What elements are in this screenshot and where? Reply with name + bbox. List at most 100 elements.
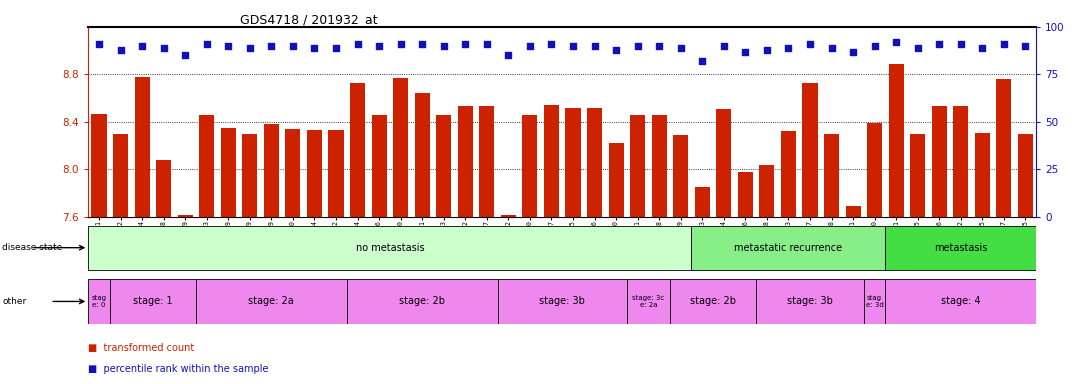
Bar (196, 279, 346, 324)
Point (456, 41, 473, 47)
Bar (674, 135, 689, 384)
Bar (781, 131, 796, 384)
Bar (178, 215, 193, 384)
Bar (631, 115, 646, 384)
Bar (717, 109, 732, 384)
Point (155, 45, 172, 51)
Point (909, 45, 926, 51)
Point (716, 43, 733, 49)
Point (176, 52, 194, 58)
Bar (627, 279, 670, 324)
Point (413, 41, 430, 47)
Bar (134, 77, 150, 384)
Bar (113, 134, 128, 384)
Bar (371, 115, 386, 384)
Point (694, 58, 711, 64)
Bar (886, 225, 1036, 270)
Bar (479, 106, 494, 384)
Bar (864, 279, 886, 324)
Text: stage: 3b: stage: 3b (787, 296, 833, 306)
Text: ■  transformed count: ■ transformed count (88, 343, 195, 353)
Bar (996, 79, 1011, 384)
Point (478, 41, 495, 47)
Bar (522, 115, 537, 384)
Bar (264, 124, 279, 384)
Bar (88, 225, 692, 270)
Point (780, 45, 797, 51)
Bar (738, 172, 753, 384)
Bar (88, 279, 110, 324)
Bar (803, 83, 818, 384)
Text: stag
e: 3d: stag e: 3d (866, 295, 883, 308)
Point (133, 43, 151, 49)
Bar (953, 106, 968, 384)
Text: stag
e: 0: stag e: 0 (91, 295, 107, 308)
Point (327, 45, 344, 51)
Text: disease state: disease state (2, 243, 62, 252)
Text: no metastasis: no metastasis (355, 243, 424, 253)
Text: stage: 2b: stage: 2b (399, 296, 445, 306)
Point (220, 43, 237, 49)
Point (888, 39, 905, 45)
Point (499, 52, 516, 58)
Bar (670, 279, 756, 324)
Bar (350, 83, 365, 384)
Point (349, 41, 366, 47)
Text: ■  percentile rank within the sample: ■ percentile rank within the sample (88, 364, 269, 374)
Bar (975, 132, 990, 384)
Point (608, 46, 625, 53)
Text: stage: 3c
e: 2a: stage: 3c e: 2a (633, 295, 665, 308)
Point (392, 41, 409, 47)
Bar (587, 108, 603, 384)
Bar (609, 143, 624, 384)
Bar (346, 279, 497, 324)
Text: metastasis: metastasis (934, 243, 988, 253)
Bar (436, 115, 451, 384)
Text: stage: 2b: stage: 2b (690, 296, 736, 306)
Text: stage: 4: stage: 4 (942, 296, 980, 306)
Text: stage: 1: stage: 1 (133, 296, 172, 306)
Point (521, 43, 538, 49)
Point (974, 45, 991, 51)
Point (759, 46, 776, 53)
Bar (199, 115, 214, 384)
Bar (846, 206, 861, 384)
Point (629, 43, 647, 49)
Bar (566, 108, 581, 384)
Bar (760, 165, 775, 384)
Point (931, 41, 948, 47)
Point (586, 43, 604, 49)
Point (952, 41, 969, 47)
Text: other: other (2, 297, 27, 306)
Point (306, 45, 323, 51)
Bar (110, 279, 196, 324)
Point (284, 43, 301, 49)
Point (995, 41, 1013, 47)
Bar (910, 134, 925, 384)
Point (370, 43, 387, 49)
Bar (414, 93, 429, 384)
Bar (543, 105, 558, 384)
Bar (307, 130, 322, 384)
Point (866, 43, 883, 49)
Bar (328, 130, 343, 384)
Bar (867, 123, 882, 384)
Bar (393, 78, 408, 384)
Bar (824, 134, 839, 384)
Point (435, 43, 452, 49)
Point (90, 41, 108, 47)
Bar (500, 215, 515, 384)
Bar (1018, 134, 1033, 384)
Point (565, 43, 582, 49)
Point (198, 41, 215, 47)
Point (263, 43, 280, 49)
Bar (652, 115, 667, 384)
Point (241, 45, 258, 51)
Point (672, 45, 690, 51)
Point (112, 46, 129, 53)
Bar (457, 106, 472, 384)
Bar (221, 128, 236, 384)
Point (845, 48, 862, 55)
Text: stage: 2a: stage: 2a (249, 296, 294, 306)
Bar (91, 114, 107, 384)
